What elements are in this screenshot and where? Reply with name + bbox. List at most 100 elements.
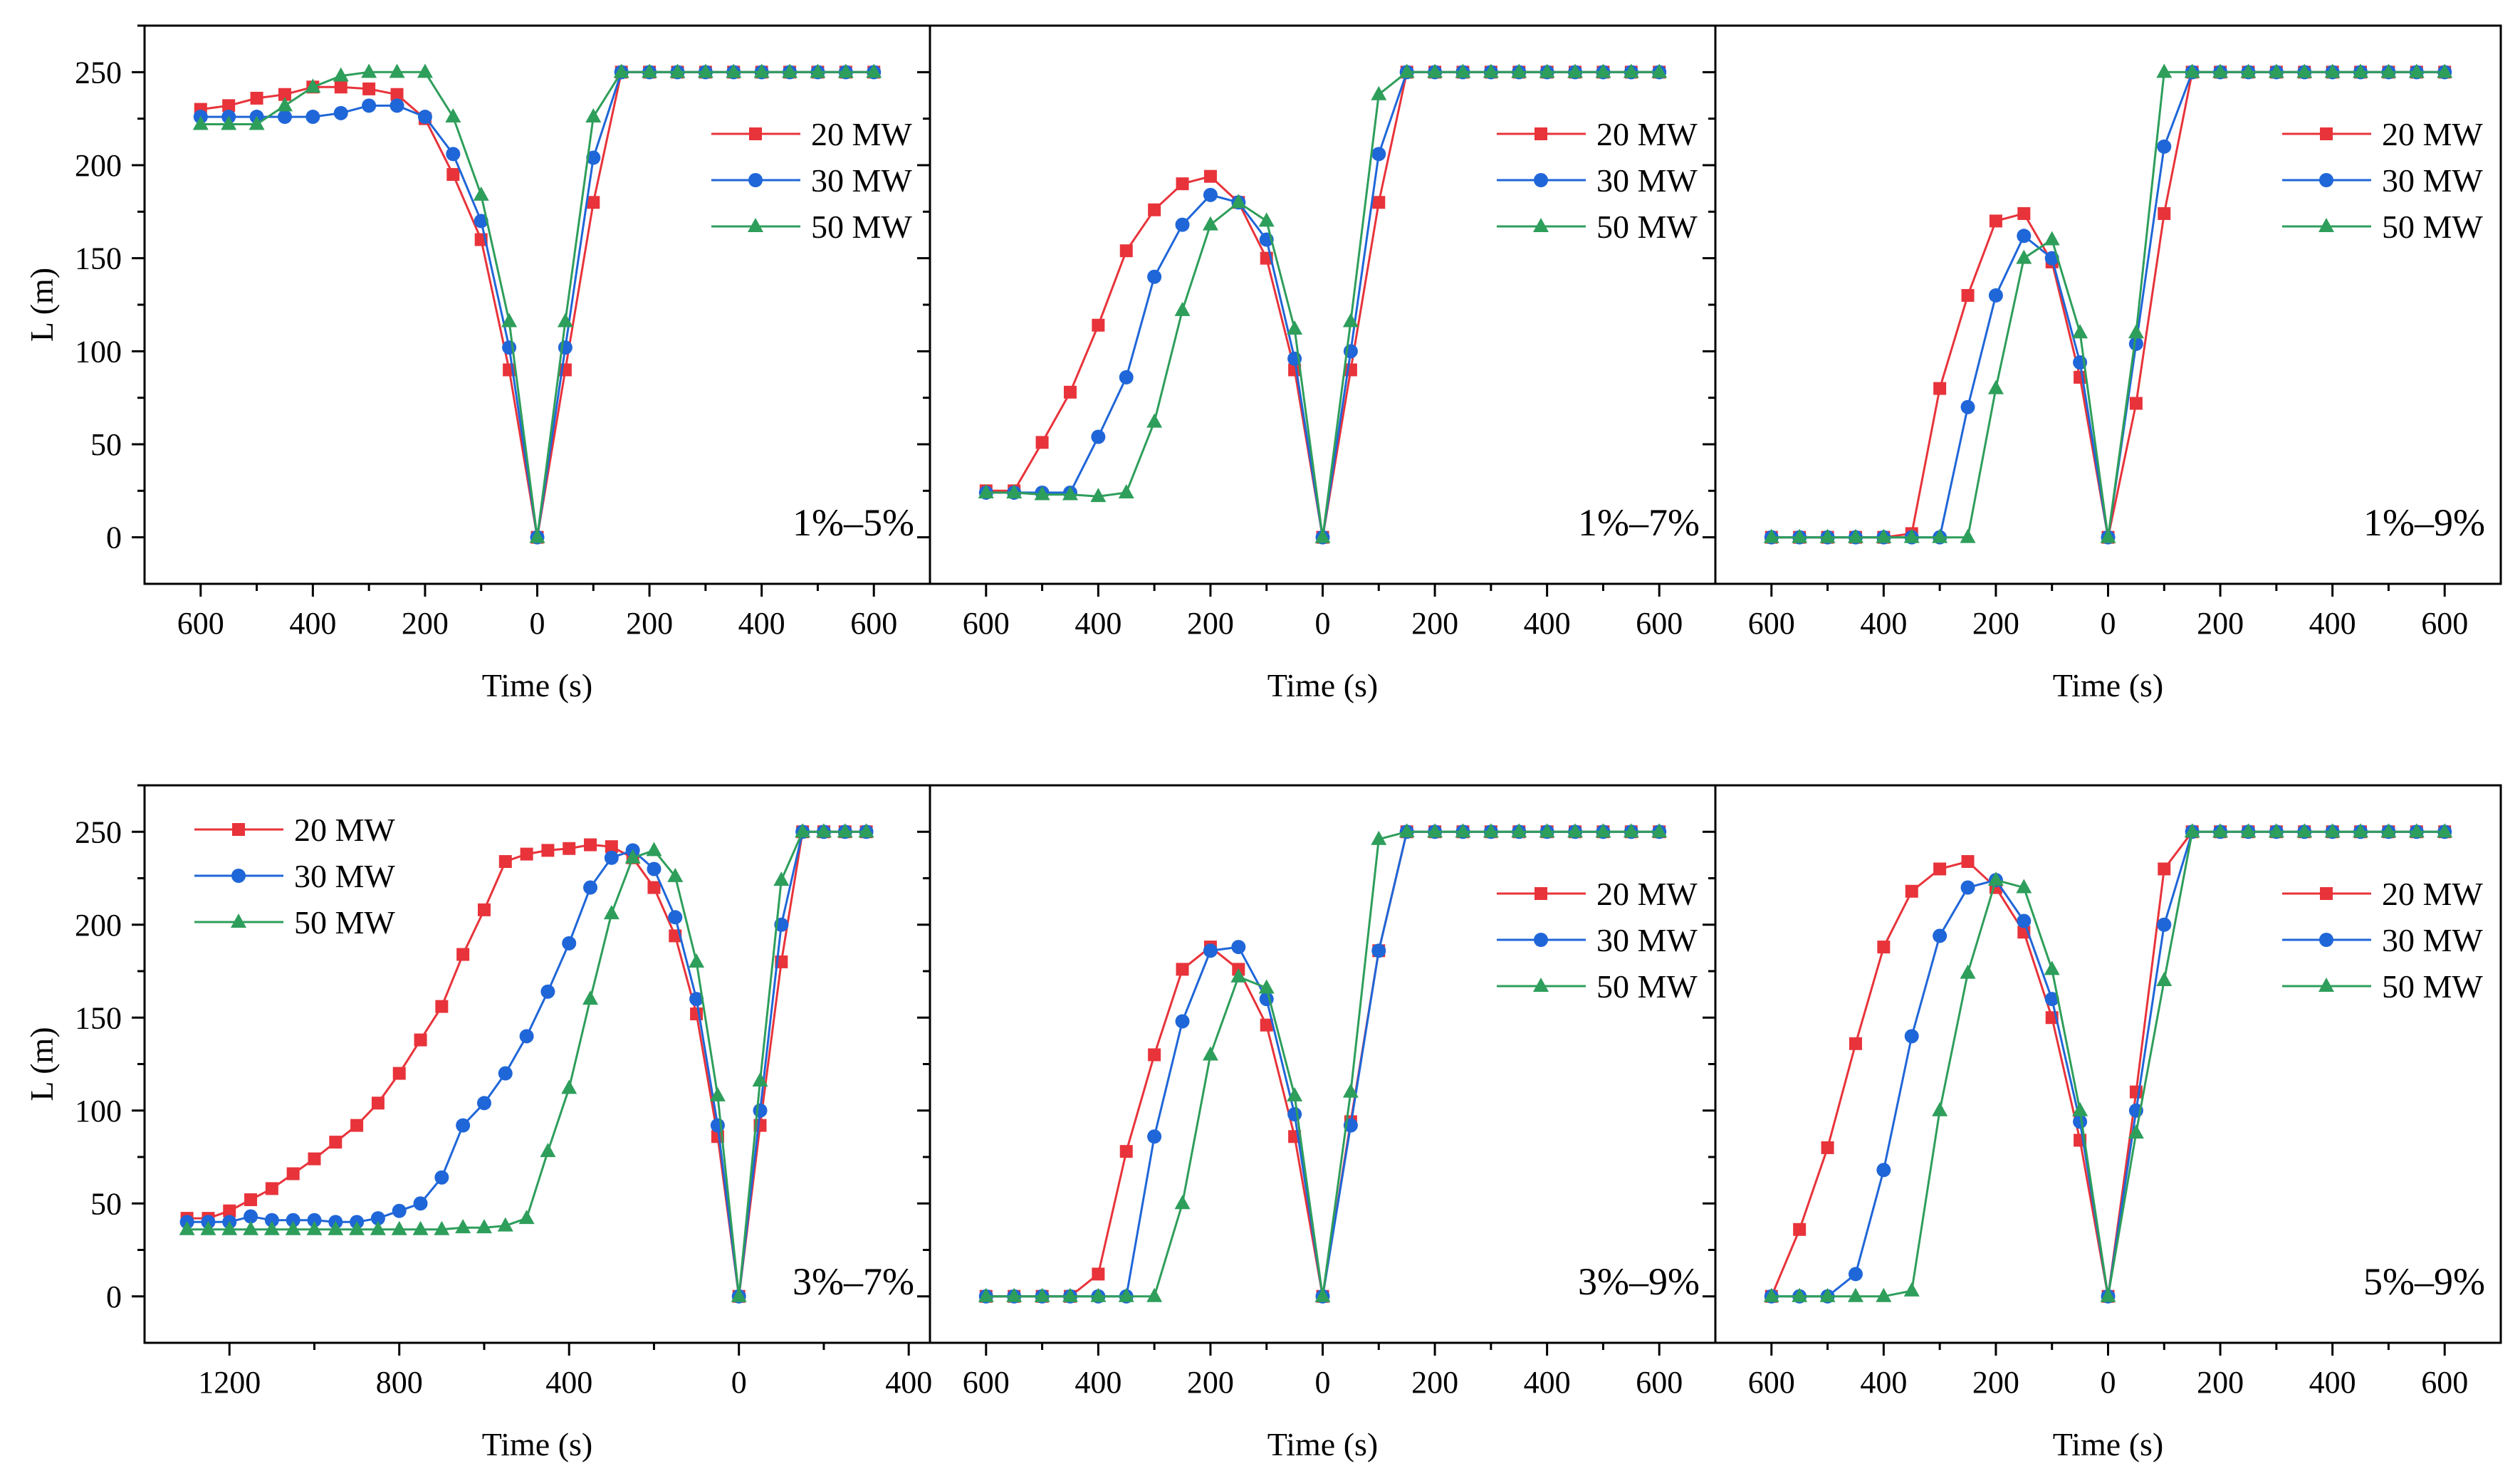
point-50-mw: [2156, 972, 2173, 987]
panel-annotation: 3%–7%: [793, 1260, 914, 1303]
legend: 20 MW 30 MW 50 MW: [1497, 116, 1698, 245]
plot-frame: [143, 24, 931, 585]
point-20-mw: [1989, 214, 2002, 228]
point-30-mw: [1534, 173, 1548, 187]
y-tick-label: 150: [75, 1000, 122, 1035]
point-20-mw: [286, 1167, 300, 1180]
series-30-mw: [978, 65, 1667, 545]
point-20-mw: [308, 1152, 321, 1166]
legend: 20 MW 30 MW 50 MW: [2282, 876, 2483, 1005]
point-20-mw: [1176, 177, 1189, 191]
x-tick-label: 400: [1075, 606, 1122, 641]
x-tick-label: 200: [1972, 606, 2019, 641]
x-tick-label: 600: [2421, 606, 2468, 641]
point-20-mw: [414, 1033, 427, 1047]
point-20-mw: [1372, 196, 1386, 209]
series-50-mw: [192, 63, 882, 543]
point-20-mw: [2017, 206, 2031, 220]
y-tick-label: 0: [106, 520, 122, 555]
series-line-30-mw: [187, 830, 867, 1297]
x-tick-label: 400: [1524, 1365, 1571, 1400]
x-tick-label: 200: [1972, 1365, 2019, 1400]
point-50-mw: [1398, 63, 1415, 78]
y-axis-title: L (m): [23, 268, 60, 342]
point-50-mw: [1960, 528, 1976, 543]
point-50-mw: [2128, 324, 2144, 339]
point-50-mw: [782, 63, 798, 78]
point-50-mw: [667, 867, 684, 882]
point-30-mw: [1371, 147, 1386, 162]
point-50-mw: [540, 1143, 556, 1158]
point-30-mw: [286, 1213, 300, 1227]
point-50-mw: [2100, 1287, 2116, 1302]
point-30-mw: [2017, 913, 2032, 928]
point-50-mw: [646, 842, 662, 857]
point-20-mw: [350, 1119, 364, 1132]
point-50-mw: [1539, 823, 1555, 838]
point-50-mw: [1567, 823, 1584, 838]
point-50-mw: [455, 1219, 471, 1234]
point-30-mw: [392, 1203, 407, 1218]
x-tick-label: 400: [738, 606, 785, 641]
point-30-mw: [1175, 217, 1190, 232]
legend: 20 MW 30 MW 50 MW: [711, 116, 912, 245]
point-50-mw: [1455, 823, 1471, 838]
x-tick-label: 200: [402, 606, 449, 641]
point-50-mw: [1034, 486, 1050, 501]
point-50-mw: [1146, 413, 1163, 428]
y-tick-label: 200: [75, 908, 122, 943]
point-20-mw: [244, 1193, 258, 1207]
point-30-mw: [753, 1103, 768, 1118]
legend-label-20-mw: 20 MW: [294, 812, 395, 848]
point-20-mw: [520, 847, 533, 861]
point-50-mw: [815, 823, 832, 838]
point-50-mw: [624, 849, 641, 864]
point-50-mw: [389, 63, 405, 78]
x-axis-title: Time (s): [1267, 1426, 1379, 1462]
point-50-mw: [642, 63, 658, 78]
point-50-mw: [697, 63, 713, 78]
series-30-mw: [193, 65, 882, 545]
point-20-mw: [2129, 397, 2143, 410]
point-50-mw: [529, 528, 545, 543]
chart-panel-2: 600 400 200 0 200 400 600 Time (s) 20 MW 30 MW 50 …: [917, 24, 1717, 703]
point-50-mw: [1847, 1287, 1863, 1302]
point-50-mw: [1202, 1046, 1218, 1061]
point-30-mw: [1203, 943, 1218, 958]
series-line-20-mw: [200, 70, 874, 538]
point-50-mw: [753, 63, 770, 78]
series-30-mw: [179, 824, 874, 1304]
point-50-mw: [1202, 216, 1218, 231]
point-20-mw: [456, 948, 470, 961]
point-30-mw: [1876, 1163, 1891, 1178]
point-50-mw: [2128, 1124, 2144, 1139]
y-tick-label: 150: [75, 241, 122, 276]
point-50-mw: [417, 63, 433, 78]
series-20-mw: [979, 825, 1666, 1303]
point-20-mw: [222, 99, 236, 112]
x-tick-label: 600: [1636, 606, 1683, 641]
point-50-mw: [978, 483, 994, 498]
point-50-mw: [2318, 978, 2334, 992]
point-50-mw: [748, 218, 763, 232]
point-30-mw: [604, 850, 619, 865]
series-30-mw: [1764, 65, 2452, 545]
point-30-mw: [748, 173, 763, 187]
legend-label-30-mw: 30 MW: [1596, 162, 1698, 199]
point-50-mw: [2353, 823, 2369, 838]
point-50-mw: [1651, 823, 1668, 838]
point-30-mw: [1960, 399, 1975, 414]
point-30-mw: [1119, 370, 1134, 384]
legend-label-30-mw: 30 MW: [2382, 162, 2483, 199]
point-30-mw: [2044, 992, 2059, 1007]
point-20-mw: [232, 823, 245, 836]
point-30-mw: [1147, 269, 1162, 284]
point-30-mw: [1091, 429, 1106, 444]
point-50-mw: [285, 1220, 301, 1235]
x-tick-label: 400: [1860, 1365, 1907, 1400]
point-30-mw: [1960, 880, 1975, 895]
x-tick-label: 200: [2197, 1365, 2244, 1400]
point-50-mw: [1287, 1087, 1303, 1101]
x-tick-label: 400: [2309, 606, 2356, 641]
x-tick-label: 200: [1411, 606, 1458, 641]
